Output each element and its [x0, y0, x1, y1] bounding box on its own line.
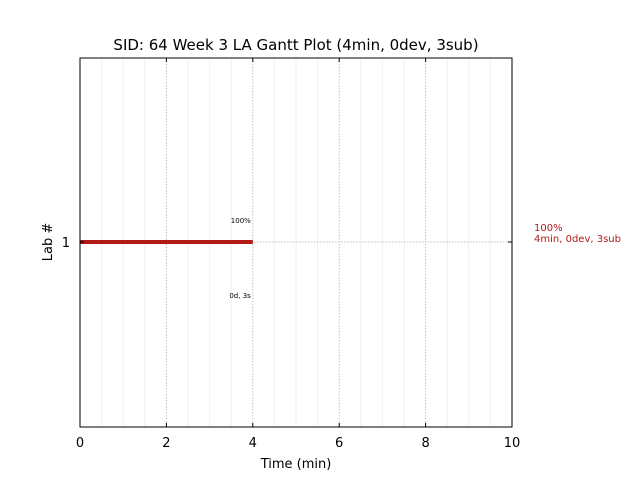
y-tick-label: 1: [62, 236, 70, 251]
gantt-bar: [80, 240, 253, 244]
y-axis-ticks: 1: [62, 236, 512, 251]
x-tick-label: 6: [335, 436, 343, 451]
side-detail-label: 4min, 0dev, 3sub: [534, 234, 621, 245]
x-tick-label: 0: [76, 436, 84, 451]
x-axis-label: Time (min): [260, 457, 332, 472]
chart-title: SID: 64 Week 3 LA Gantt Plot (4min, 0dev…: [113, 36, 478, 54]
x-tick-label: 2: [162, 436, 170, 451]
y-axis-label: Lab #: [41, 223, 56, 262]
bar-label-above: 100%: [231, 217, 251, 225]
bar-label-below: 0d, 3s: [229, 292, 251, 300]
x-tick-label: 4: [249, 436, 257, 451]
side-percent-label: 100%: [534, 223, 563, 234]
x-tick-label: 8: [421, 436, 429, 451]
x-axis-ticks: 0 2 4 6 8 10: [76, 58, 520, 451]
x-tick-label: 10: [504, 436, 521, 451]
